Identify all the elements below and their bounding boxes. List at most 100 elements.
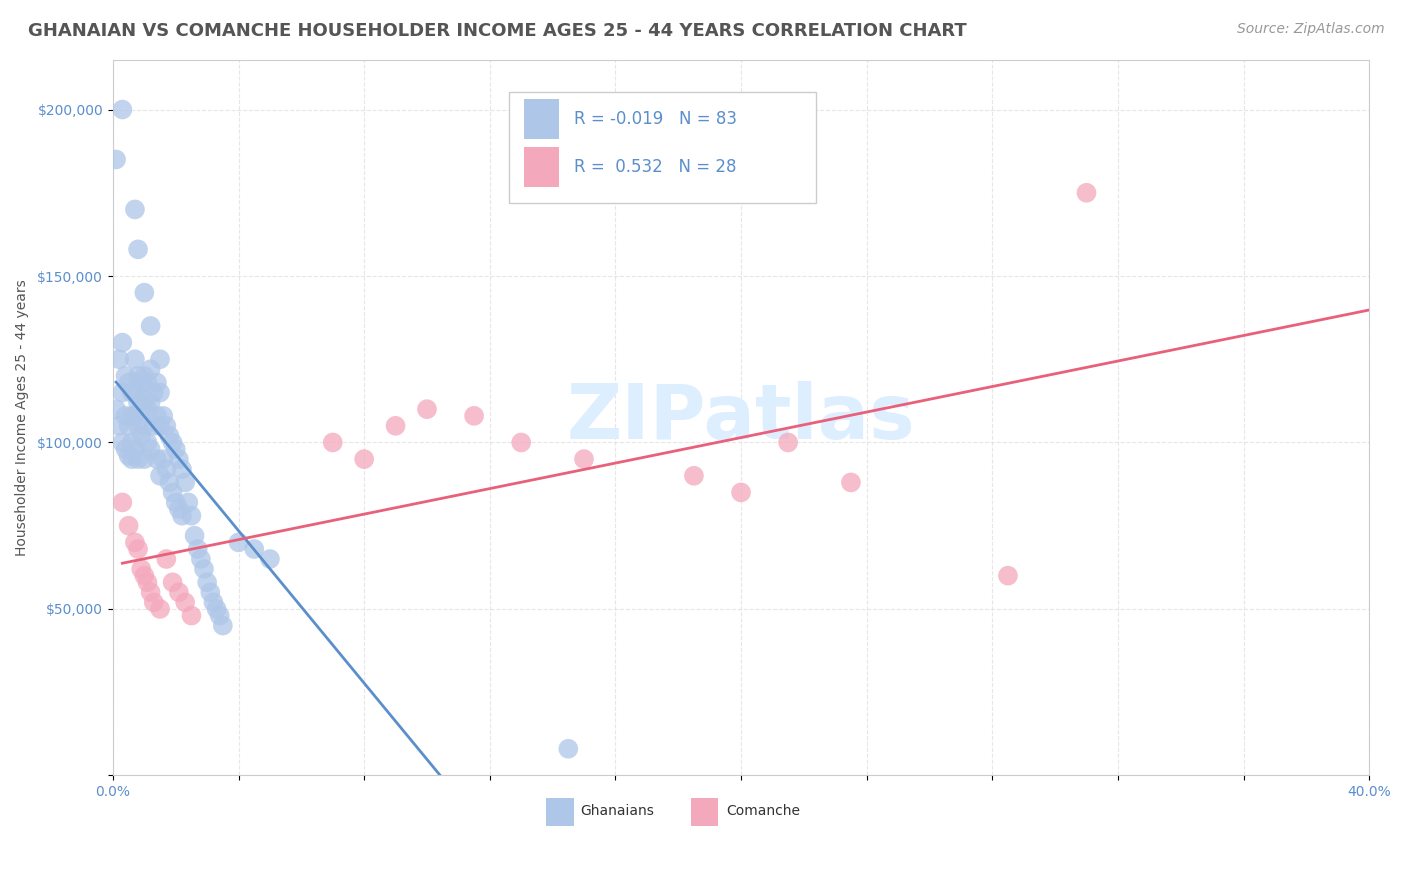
Point: [159, 429, 181, 443]
FancyBboxPatch shape: [547, 798, 574, 825]
Point: [1076, 186, 1098, 200]
Point: [152, 452, 174, 467]
Point: [170, 462, 193, 476]
Point: [129, 376, 152, 390]
Point: [124, 535, 146, 549]
Point: [167, 585, 190, 599]
Point: [149, 418, 172, 433]
FancyBboxPatch shape: [690, 798, 718, 825]
FancyBboxPatch shape: [523, 147, 558, 186]
Point: [127, 395, 149, 409]
Point: [139, 442, 162, 457]
Point: [117, 518, 139, 533]
Point: [322, 435, 344, 450]
Point: [243, 541, 266, 556]
Text: ZIPatlas: ZIPatlas: [567, 381, 915, 455]
Point: [202, 595, 225, 609]
Point: [124, 202, 146, 217]
FancyBboxPatch shape: [523, 99, 558, 138]
Point: [139, 362, 162, 376]
Point: [149, 602, 172, 616]
Point: [162, 575, 184, 590]
Point: [228, 535, 250, 549]
Point: [134, 368, 156, 383]
Point: [114, 442, 136, 457]
Point: [165, 495, 187, 509]
Point: [105, 402, 128, 417]
Point: [121, 435, 143, 450]
Point: [124, 385, 146, 400]
Point: [117, 418, 139, 433]
Point: [155, 552, 177, 566]
Point: [136, 376, 159, 390]
Point: [127, 418, 149, 433]
Text: Source: ZipAtlas.com: Source: ZipAtlas.com: [1237, 22, 1385, 37]
Point: [111, 335, 134, 350]
Point: [139, 585, 162, 599]
Point: [114, 368, 136, 383]
Point: [121, 409, 143, 423]
Point: [136, 435, 159, 450]
Point: [134, 452, 156, 467]
Point: [149, 468, 172, 483]
Point: [134, 285, 156, 300]
Point: [105, 153, 128, 167]
Point: [195, 575, 218, 590]
Point: [108, 352, 131, 367]
Point: [124, 442, 146, 457]
Point: [139, 395, 162, 409]
Point: [839, 475, 862, 490]
Point: [170, 508, 193, 523]
Point: [127, 368, 149, 383]
Point: [190, 552, 212, 566]
Point: [165, 442, 187, 457]
Point: [127, 541, 149, 556]
Point: [463, 409, 485, 423]
Point: [155, 462, 177, 476]
Text: GHANAIAN VS COMANCHE HOUSEHOLDER INCOME AGES 25 - 44 YEARS CORRELATION CHART: GHANAIAN VS COMANCHE HOUSEHOLDER INCOME …: [28, 22, 967, 40]
Point: [167, 452, 190, 467]
Point: [159, 475, 181, 490]
Point: [127, 452, 149, 467]
Point: [111, 495, 134, 509]
FancyBboxPatch shape: [509, 92, 817, 202]
Point: [997, 568, 1019, 582]
Text: Ghanaians: Ghanaians: [581, 805, 654, 818]
Point: [259, 552, 281, 566]
Point: [114, 409, 136, 423]
Point: [416, 402, 439, 417]
Point: [142, 385, 165, 400]
Point: [136, 575, 159, 590]
Point: [139, 318, 162, 333]
Point: [180, 608, 202, 623]
Point: [167, 502, 190, 516]
Point: [384, 418, 406, 433]
Point: [129, 562, 152, 576]
Point: [155, 418, 177, 433]
Point: [129, 429, 152, 443]
Point: [121, 452, 143, 467]
Point: [205, 602, 228, 616]
Point: [129, 402, 152, 417]
Point: [177, 495, 200, 509]
Point: [187, 541, 209, 556]
Point: [142, 595, 165, 609]
Point: [174, 475, 197, 490]
Point: [136, 402, 159, 417]
Point: [778, 435, 800, 450]
Point: [193, 562, 215, 576]
Point: [162, 435, 184, 450]
Point: [134, 418, 156, 433]
Text: Comanche: Comanche: [725, 805, 800, 818]
Point: [149, 385, 172, 400]
Point: [353, 452, 375, 467]
Point: [572, 452, 595, 467]
Point: [730, 485, 752, 500]
Point: [124, 409, 146, 423]
Point: [127, 243, 149, 257]
Point: [121, 385, 143, 400]
Point: [510, 435, 533, 450]
Y-axis label: Householder Income Ages 25 - 44 years: Householder Income Ages 25 - 44 years: [15, 279, 30, 556]
Point: [108, 418, 131, 433]
Point: [111, 103, 134, 117]
